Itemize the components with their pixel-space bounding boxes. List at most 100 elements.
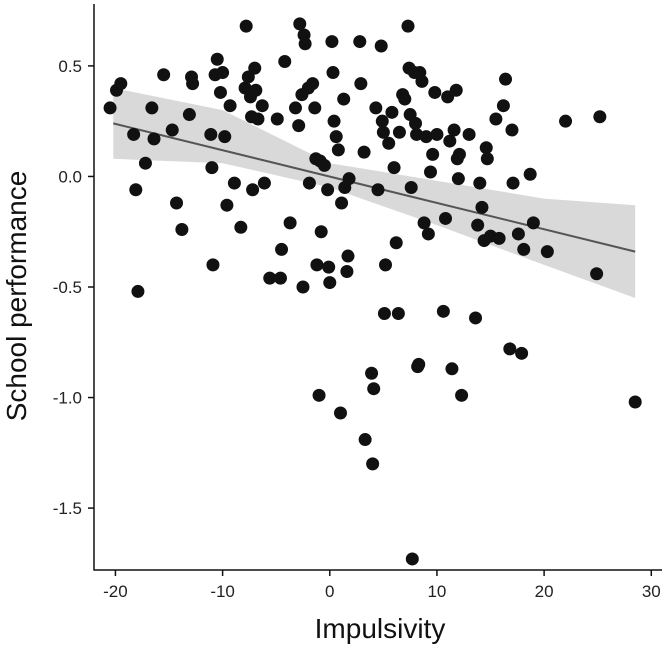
data-point [480,152,494,166]
data-point [499,72,513,86]
data-point [227,176,241,190]
data-point [138,156,152,170]
data-point [341,249,355,263]
data-point [127,127,141,141]
data-point [376,125,390,139]
data-point [263,271,277,285]
data-point [419,130,433,144]
axes [93,4,662,571]
data-point [496,99,510,113]
data-point [506,176,520,190]
data-point [342,172,356,186]
data-point [296,280,310,294]
data-point [255,99,269,113]
data-point [471,218,485,232]
data-point [489,112,503,126]
data-point [511,227,525,241]
data-point [298,37,312,51]
data-point [293,17,307,31]
data-point [391,307,405,321]
data-point [436,304,450,318]
data-point [331,143,345,157]
data-point [340,265,354,279]
data-point [387,161,401,175]
data-point [473,176,487,190]
data-point [220,198,234,212]
data-point [445,362,459,376]
data-point [204,127,218,141]
data-point [317,158,331,172]
data-point [308,101,322,115]
y-axis-title: School performance [1,171,32,422]
data-point [451,172,465,186]
data-point [216,66,230,80]
data-point [559,114,573,128]
data-point [404,181,418,195]
data-point [430,127,444,141]
data-point [165,123,179,137]
data-point [310,258,324,272]
data-point [325,35,339,49]
data-point [415,74,429,88]
data-point [379,258,393,272]
data-point [369,101,383,115]
x-axis-title: Impulsivity [315,613,446,644]
x-tick-label: 30 [642,582,661,601]
data-point [462,127,476,141]
data-point [392,125,406,139]
data-point [218,130,232,144]
data-point [147,132,161,146]
data-point [302,176,316,190]
data-point [449,83,463,97]
data-point [278,54,292,68]
data-point [249,83,263,97]
data-point [312,388,326,402]
data-point [540,245,554,259]
y-tick-label: 0.5 [58,57,82,76]
data-point [385,105,399,119]
data-point [455,388,469,402]
data-point [374,39,388,53]
data-point [246,183,260,197]
data-points [103,17,642,566]
data-point [358,433,372,447]
data-point [479,141,493,155]
data-point [505,123,519,137]
x-tick-label: -10 [210,582,235,601]
data-point [239,19,253,33]
data-point [523,167,537,181]
data-point [306,77,320,91]
data-point [234,220,248,234]
data-point [327,114,341,128]
data-point [170,196,184,210]
data-point [475,200,489,214]
data-point [389,236,403,250]
data-point [405,552,419,566]
x-tick-label: -20 [103,582,128,601]
data-point [103,101,117,115]
data-point [292,119,306,133]
data-point [323,276,337,290]
y-tick-label: -0.5 [53,278,82,297]
x-tick-label: 20 [535,582,554,601]
y-tick-label: -1.5 [53,499,82,518]
data-point [129,183,143,197]
data-point [210,52,224,66]
data-point [526,216,540,230]
data-point [248,61,262,75]
data-point [314,225,328,239]
data-point [206,258,220,272]
data-point [492,231,506,245]
x-tick-label: 0 [325,582,334,601]
data-point [371,183,385,197]
data-point [257,176,271,190]
data-point [270,112,284,126]
data-point [382,136,396,150]
data-point [326,66,340,80]
data-point [354,77,368,91]
data-point [377,307,391,321]
data-point [628,395,642,409]
data-point [398,92,412,106]
data-point [114,77,128,91]
